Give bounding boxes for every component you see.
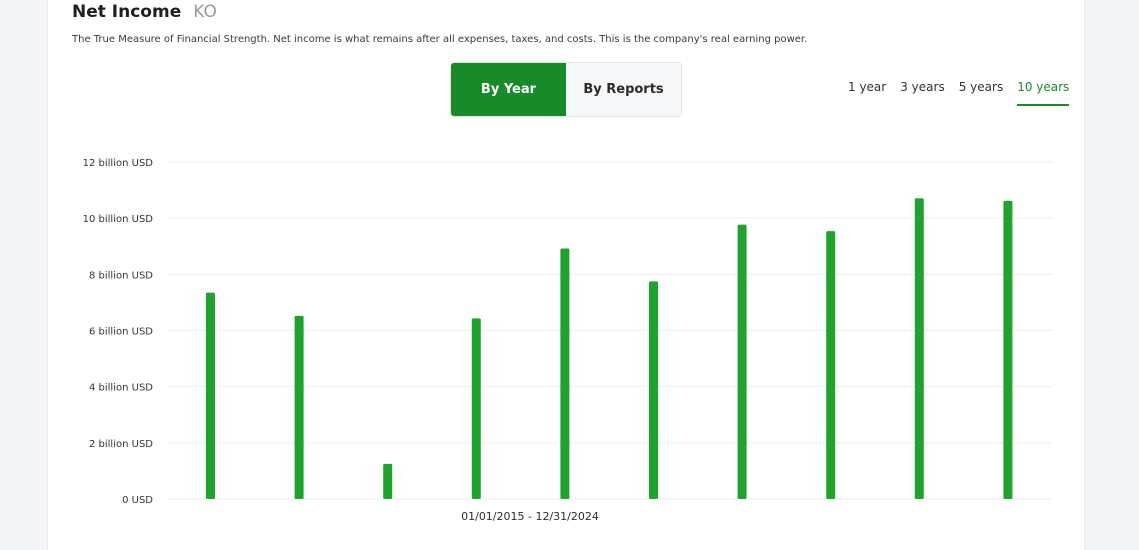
y-tick-label: 4 billion USD xyxy=(89,383,153,394)
bar-mark[interactable] xyxy=(560,248,570,499)
date-range-label: 01/01/2015 - 12/31/2024 xyxy=(461,510,599,523)
bar-mark[interactable] xyxy=(471,318,481,499)
bar-mark[interactable] xyxy=(383,463,393,499)
y-tick-label: 12 billion USD xyxy=(83,158,154,169)
range-tabs: 1 year 3 years 5 years 10 years xyxy=(848,80,1070,106)
y-tick-label: 6 billion USD xyxy=(89,327,153,338)
y-tick-label: 0 USD xyxy=(122,495,153,506)
page-title: Net Income xyxy=(72,2,182,22)
view-toggle: By Year By Reports xyxy=(450,62,682,117)
y-tick-label: 10 billion USD xyxy=(83,214,154,225)
bar-mark[interactable] xyxy=(649,281,658,499)
by-year-button[interactable]: By Year xyxy=(451,63,566,116)
net-income-bar-chart: 0 USD 2 billion USD 4 billion USD 6 billion… xyxy=(83,158,1052,506)
bar-mark[interactable] xyxy=(294,315,304,499)
range-3-years[interactable]: 3 years xyxy=(900,80,945,94)
bar-mark[interactable] xyxy=(1003,200,1013,499)
bar-mark[interactable] xyxy=(914,198,924,500)
y-tick-label: 8 billion USD xyxy=(89,270,153,281)
by-reports-button[interactable]: By Reports xyxy=(583,82,664,97)
bar-mark[interactable] xyxy=(826,231,836,499)
range-5-years[interactable]: 5 years xyxy=(958,80,1004,94)
page-subtitle: The True Measure of Financial Strength. … xyxy=(72,34,808,45)
range-10-years[interactable]: 10 years xyxy=(1017,80,1070,106)
range-1-year[interactable]: 1 year xyxy=(848,80,887,94)
bar-mark[interactable] xyxy=(206,292,215,499)
bar-mark[interactable] xyxy=(737,224,747,499)
ticker-symbol: KO xyxy=(193,2,217,22)
title-row: Net Income KO xyxy=(72,2,217,22)
y-tick-label: 2 billion USD xyxy=(89,439,153,450)
